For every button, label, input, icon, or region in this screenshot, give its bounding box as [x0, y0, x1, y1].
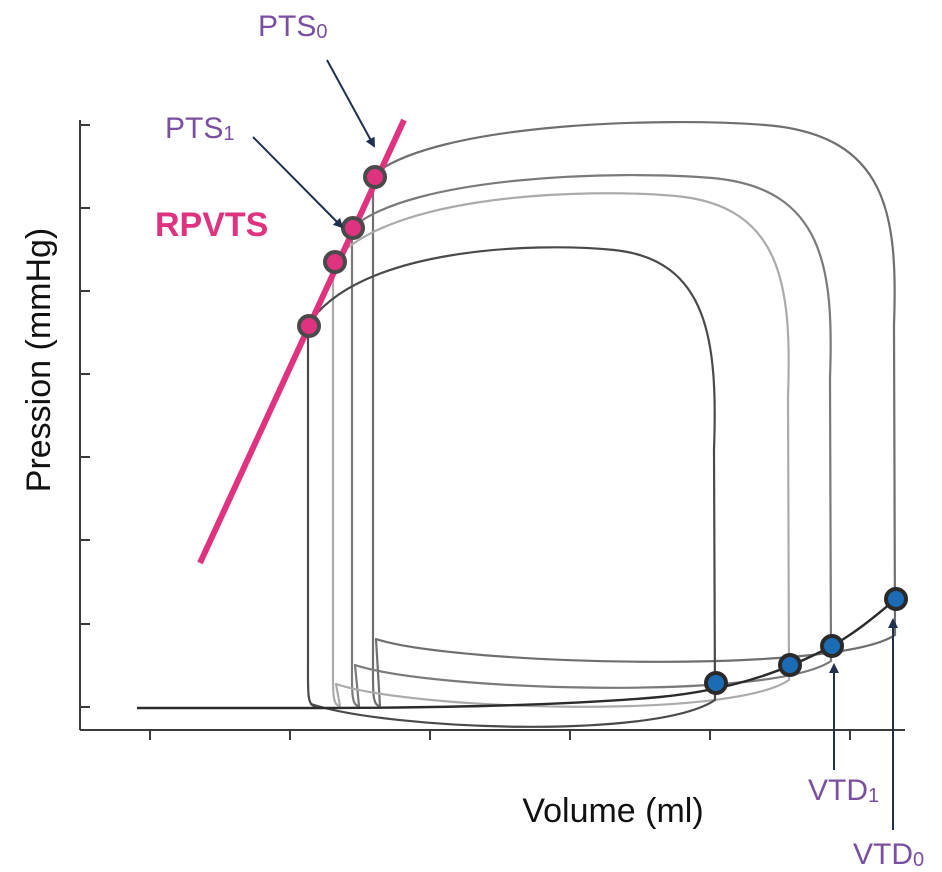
pts0-label-sub: 0: [316, 21, 327, 43]
pv-loops: [306, 120, 897, 728]
vtd0-label: VTD0: [853, 838, 924, 871]
vtd1-label-sub: 1: [868, 785, 879, 807]
vtd1-label: VTD1: [808, 774, 879, 807]
end-systolic-point-1: [341, 216, 365, 240]
rpvts-line: [197, 118, 407, 565]
y-axis-title: Pression (mmHg): [20, 228, 58, 492]
pv-loop-3: [306, 246, 717, 728]
end-diastolic-points: [704, 587, 908, 695]
end-diastolic-point-1: [778, 653, 802, 677]
end-diastolic-point-3: [884, 587, 908, 611]
pts0-label-base: PTS: [258, 10, 316, 43]
annotation-arrows: [252, 59, 898, 830]
pv-loop-0: [371, 120, 897, 708]
pv-loop-2: [331, 192, 791, 708]
pv-loop-1: [350, 174, 833, 708]
vtd1-label-base: VTD: [808, 774, 868, 807]
vtd0-label-base: VTD: [853, 838, 913, 871]
rpvts-label: RPVTS: [155, 206, 268, 244]
axes: [79, 120, 905, 740]
pts1-label-base: PTS: [165, 112, 223, 145]
x-axis-ticks: [149, 730, 851, 740]
pts1-label: PTS1: [165, 112, 234, 145]
pts0-label: PTS0: [258, 10, 327, 43]
vtd0-label-sub: 0: [913, 849, 924, 871]
end-systolic-point-2: [323, 250, 347, 274]
pts1-label-sub: 1: [223, 123, 234, 145]
pts0-arrow: [326, 59, 375, 148]
end-diastolic-pressure-volume-curve: [137, 598, 897, 710]
end-diastolic-point-0: [704, 671, 728, 695]
y-axis-ticks: [80, 124, 90, 708]
pts1-arrow: [252, 136, 344, 229]
annotation-labels: PTS0 PTS1 VTD1 VTD0: [165, 10, 924, 871]
end-systolic-point-0: [363, 165, 387, 189]
end-systolic-point-3: [297, 314, 321, 338]
x-axis-title: Volume (ml): [522, 792, 703, 830]
end-diastolic-point-2: [820, 634, 844, 658]
